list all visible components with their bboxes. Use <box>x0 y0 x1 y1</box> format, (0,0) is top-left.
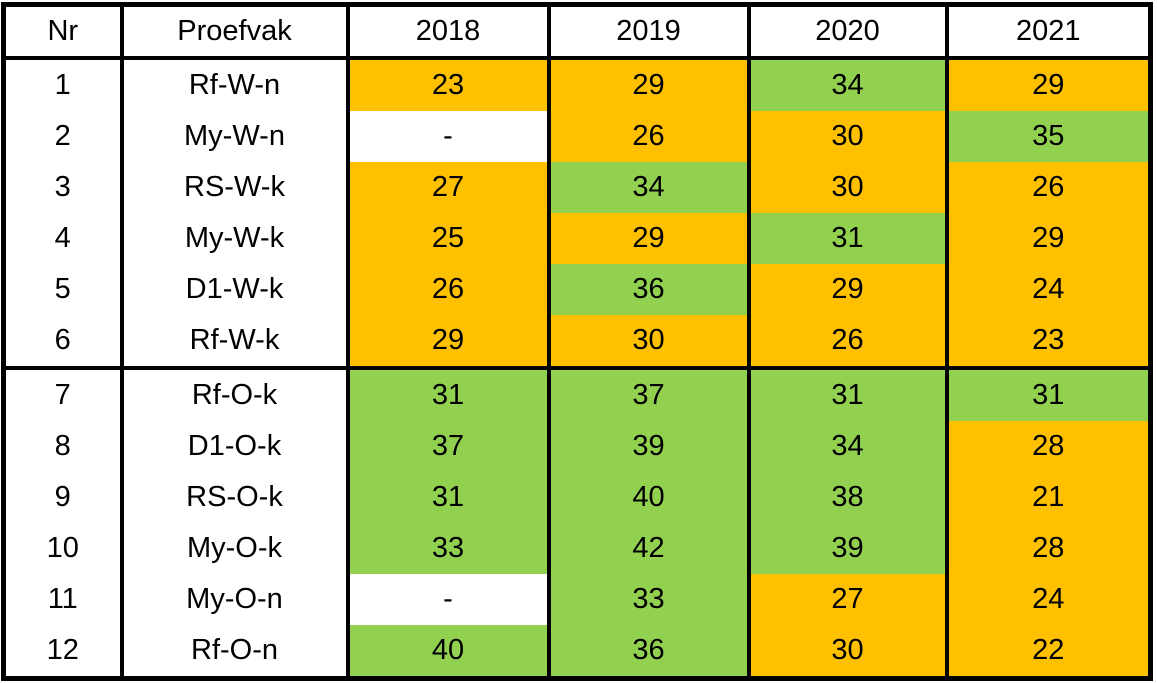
value-cell: 28 <box>944 523 1151 574</box>
value-cell: 26 <box>546 111 749 162</box>
value-cell: 31 <box>944 366 1151 421</box>
value-cell: 29 <box>944 213 1151 264</box>
table-row: 4 My-W-k 25 29 31 29 <box>4 213 1151 264</box>
value-cell: 29 <box>746 264 947 315</box>
value-cell: 21 <box>944 472 1151 523</box>
column-header-2019: 2019 <box>546 4 749 60</box>
value-cell: 38 <box>746 472 947 523</box>
value-cell: 30 <box>746 111 947 162</box>
proefvak-cell: Rf-O-n <box>119 625 348 679</box>
value-cell: 42 <box>546 523 749 574</box>
value-cell: 23 <box>345 58 549 111</box>
value-cell: 29 <box>345 315 549 368</box>
value-cell: 29 <box>944 58 1151 111</box>
nr-cell: 4 <box>54 222 71 254</box>
proefvak-cell: Rf-W-n <box>119 58 348 111</box>
value-cell: 37 <box>345 421 549 472</box>
proefvak-cell: My-W-k <box>119 213 348 264</box>
value-cell: 34 <box>746 421 947 472</box>
table-row: 10 My-O-k 33 42 39 28 <box>4 523 1151 574</box>
value-cell: 30 <box>546 315 749 368</box>
column-header-2021: 2021 <box>944 4 1151 60</box>
nr-cell: 10 <box>46 532 79 564</box>
table-row: 12 Rf-O-n 40 36 30 22 <box>4 625 1151 679</box>
column-header-nr: Nr <box>3 4 122 60</box>
value-cell: 22 <box>944 625 1151 679</box>
value-cell: 37 <box>546 366 749 421</box>
value-cell: 39 <box>546 421 749 472</box>
nr-cell: 6 <box>54 324 71 356</box>
column-header-proefvak: Proefvak <box>119 4 348 60</box>
nr-cell: 3 <box>54 171 71 203</box>
table-row: 3 RS-W-k 27 34 30 26 <box>4 162 1151 213</box>
proefvak-cell: D1-W-k <box>119 264 348 315</box>
value-cell: 36 <box>546 625 749 679</box>
proefvak-cell: RS-O-k <box>119 472 348 523</box>
value-cell: 23 <box>944 315 1151 368</box>
proefvak-cell: My-O-k <box>119 523 348 574</box>
value-cell: 30 <box>746 162 947 213</box>
nr-cell: 5 <box>54 273 71 305</box>
value-cell: 24 <box>944 574 1151 625</box>
value-cell: 29 <box>546 58 749 111</box>
table-row: 6 Rf-W-k 29 30 26 23 <box>4 315 1151 368</box>
value-cell: 26 <box>345 264 549 315</box>
nr-cell: 2 <box>54 120 71 152</box>
value-cell: 25 <box>345 213 549 264</box>
value-cell: 29 <box>546 213 749 264</box>
table-row: 9 RS-O-k 31 40 38 21 <box>4 472 1151 523</box>
value-cell: 40 <box>345 625 549 679</box>
table-row: 11 My-O-n - 33 27 24 <box>4 574 1151 625</box>
column-header-2020: 2020 <box>746 4 947 60</box>
value-cell: 33 <box>345 523 549 574</box>
nr-cell: 12 <box>46 634 79 666</box>
value-cell: 39 <box>746 523 947 574</box>
table-row: 7 Rf-O-k 31 37 31 31 <box>3 366 1151 421</box>
nr-cell: 11 <box>47 583 78 615</box>
value-cell: - <box>345 574 549 625</box>
proefvak-cell: D1-O-k <box>119 421 348 472</box>
table-row: 5 D1-W-k 26 36 29 24 <box>4 264 1151 315</box>
value-cell: - <box>345 111 549 162</box>
value-cell: 27 <box>345 162 549 213</box>
value-cell: 26 <box>746 315 947 368</box>
proefvak-cell: My-O-n <box>119 574 348 625</box>
value-cell: 31 <box>345 366 549 421</box>
value-cell: 31 <box>746 366 947 421</box>
value-cell: 34 <box>546 162 749 213</box>
nr-cell: 8 <box>54 430 71 462</box>
value-cell: 27 <box>746 574 947 625</box>
value-cell: 28 <box>944 421 1151 472</box>
table-row: 2 My-W-n - 26 30 35 <box>4 111 1151 162</box>
proefvak-cell: Rf-O-k <box>119 366 348 421</box>
nr-cell: 9 <box>54 481 71 513</box>
value-cell: 40 <box>546 472 749 523</box>
value-cell: 35 <box>944 111 1151 162</box>
nr-cell: 1 <box>54 69 71 101</box>
value-cell: 31 <box>746 213 947 264</box>
value-cell: 31 <box>345 472 549 523</box>
table-row: 1 Rf-W-n 23 29 34 29 <box>4 58 1151 111</box>
table-row: 8 D1-O-k 37 39 34 28 <box>4 421 1151 472</box>
proefvak-cell: My-W-n <box>119 111 348 162</box>
proefvak-cell: RS-W-k <box>119 162 348 213</box>
value-cell: 24 <box>944 264 1151 315</box>
value-cell: 36 <box>546 264 749 315</box>
header-row: Nr Proefvak 2018 2019 2020 2021 <box>3 4 1151 60</box>
value-cell: 26 <box>944 162 1151 213</box>
nr-cell: 7 <box>3 366 122 421</box>
value-cell: 30 <box>746 625 947 679</box>
proefvak-cell: Rf-W-k <box>119 315 348 368</box>
value-cell: 33 <box>546 574 749 625</box>
column-header-2018: 2018 <box>345 4 549 60</box>
value-cell: 34 <box>746 58 947 111</box>
